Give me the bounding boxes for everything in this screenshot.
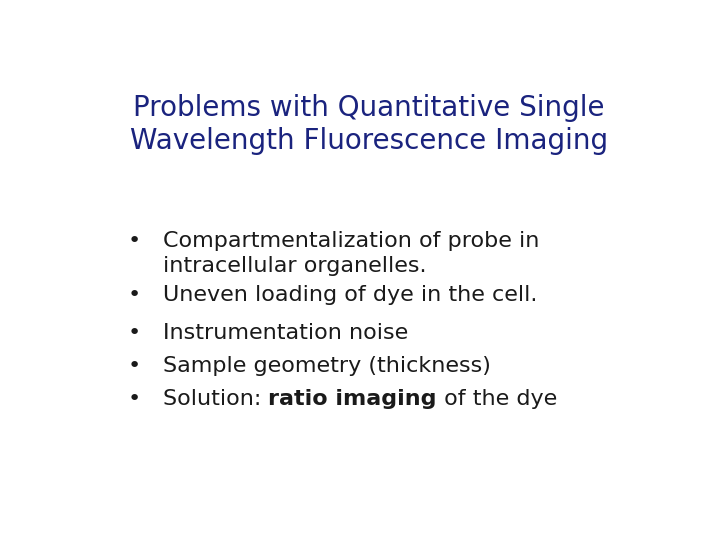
Text: ratio imaging: ratio imaging <box>268 389 436 409</box>
Text: •: • <box>128 389 141 409</box>
Text: Solution:: Solution: <box>163 389 268 409</box>
Text: Compartmentalization of probe in
intracellular organelles.: Compartmentalization of probe in intrace… <box>163 231 539 276</box>
Text: •: • <box>128 231 141 251</box>
Text: Instrumentation noise: Instrumentation noise <box>163 322 408 342</box>
Text: of the dye: of the dye <box>436 389 557 409</box>
Text: •: • <box>128 356 141 376</box>
Text: •: • <box>128 285 141 305</box>
Text: Problems with Quantitative Single
Wavelength Fluorescence Imaging: Problems with Quantitative Single Wavele… <box>130 94 608 156</box>
Text: •: • <box>128 322 141 342</box>
Text: Uneven loading of dye in the cell.: Uneven loading of dye in the cell. <box>163 285 537 305</box>
Text: Sample geometry (thickness): Sample geometry (thickness) <box>163 356 490 376</box>
